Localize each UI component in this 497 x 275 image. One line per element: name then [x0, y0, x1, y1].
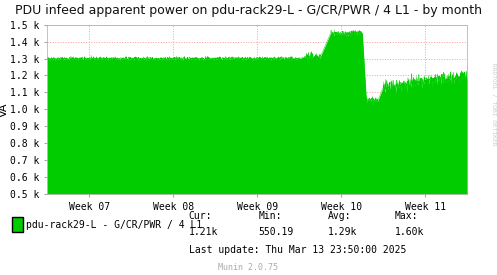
Text: Cur:: Cur:: [189, 211, 212, 221]
Text: 1.60k: 1.60k: [395, 227, 424, 237]
Text: RRDTOOL / TOBI OETIKER: RRDTOOL / TOBI OETIKER: [491, 63, 496, 146]
Text: 1.21k: 1.21k: [189, 227, 218, 237]
Text: Avg:: Avg:: [328, 211, 351, 221]
Text: 1.29k: 1.29k: [328, 227, 357, 237]
Text: Last update: Thu Mar 13 23:50:00 2025: Last update: Thu Mar 13 23:50:00 2025: [189, 245, 406, 255]
Text: Max:: Max:: [395, 211, 418, 221]
Text: 550.19: 550.19: [258, 227, 294, 237]
Text: Min:: Min:: [258, 211, 282, 221]
Text: pdu-rack29-L - G/CR/PWR / 4 L1: pdu-rack29-L - G/CR/PWR / 4 L1: [26, 220, 202, 230]
Text: PDU infeed apparent power on pdu-rack29-L - G/CR/PWR / 4 L1 - by month: PDU infeed apparent power on pdu-rack29-…: [15, 4, 482, 17]
Text: Munin 2.0.75: Munin 2.0.75: [219, 263, 278, 272]
Y-axis label: VA: VA: [0, 102, 9, 117]
